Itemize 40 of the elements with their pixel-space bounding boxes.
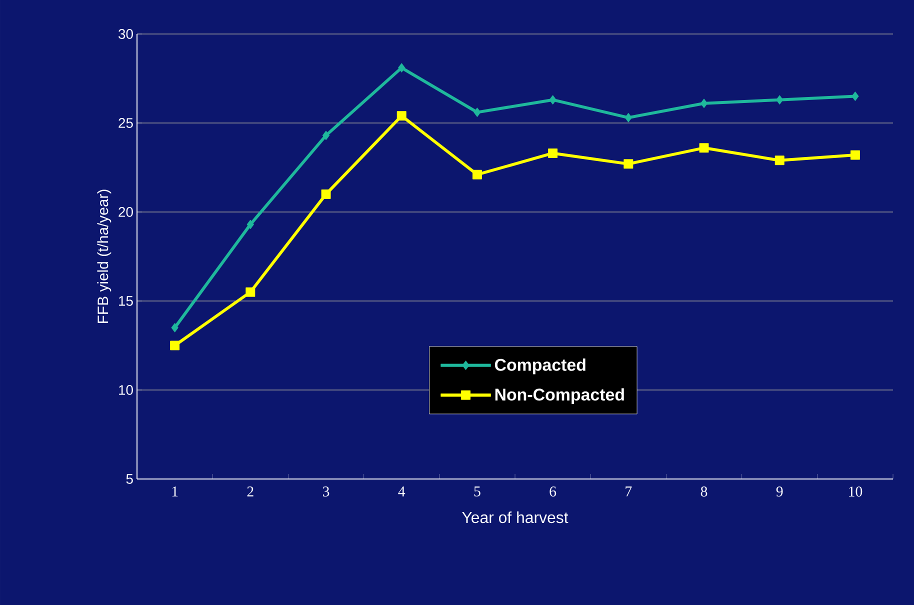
point <box>700 98 708 108</box>
point <box>850 150 860 160</box>
point <box>170 340 180 350</box>
y-tick-label: 15 <box>119 296 133 306</box>
point <box>474 108 481 118</box>
y-tick-label: 25 <box>118 118 133 128</box>
y-tick-label: 30 <box>118 29 133 39</box>
x-axis-title: Year of harvest <box>462 511 568 524</box>
point <box>246 287 256 297</box>
legend-label: Non-Compacted <box>495 388 624 404</box>
point <box>171 322 178 332</box>
point <box>322 130 330 140</box>
x-tick-label: 8 <box>700 486 708 497</box>
x-tick-label: 1 <box>172 486 178 496</box>
y-tick-label: 20 <box>118 207 133 217</box>
legend-label: Compacted <box>494 358 586 374</box>
x-tick-label: 2 <box>247 486 254 496</box>
x-tick-label: 5 <box>474 486 480 496</box>
point <box>776 95 784 105</box>
x-tick-label: 3 <box>322 486 330 497</box>
point <box>398 63 406 73</box>
point <box>699 143 709 153</box>
point <box>549 95 556 105</box>
x-tick-label: 9 <box>776 486 783 497</box>
x-tick-label: 7 <box>626 486 632 496</box>
point <box>472 170 482 180</box>
x-tick-label: 10 <box>849 486 862 497</box>
y-tick-label: 10 <box>119 385 133 395</box>
y-tick-label: 5 <box>126 474 133 484</box>
x-tick-label: 4 <box>398 486 406 496</box>
point <box>624 159 634 169</box>
point <box>396 111 406 121</box>
point <box>548 148 558 158</box>
point <box>852 92 859 102</box>
x-tick-label: 6 <box>550 486 556 497</box>
point <box>774 156 784 166</box>
point <box>246 220 254 230</box>
point <box>321 189 331 199</box>
y-axis-title: FFB yield (t/ha/year) <box>97 190 112 323</box>
point <box>624 112 632 122</box>
